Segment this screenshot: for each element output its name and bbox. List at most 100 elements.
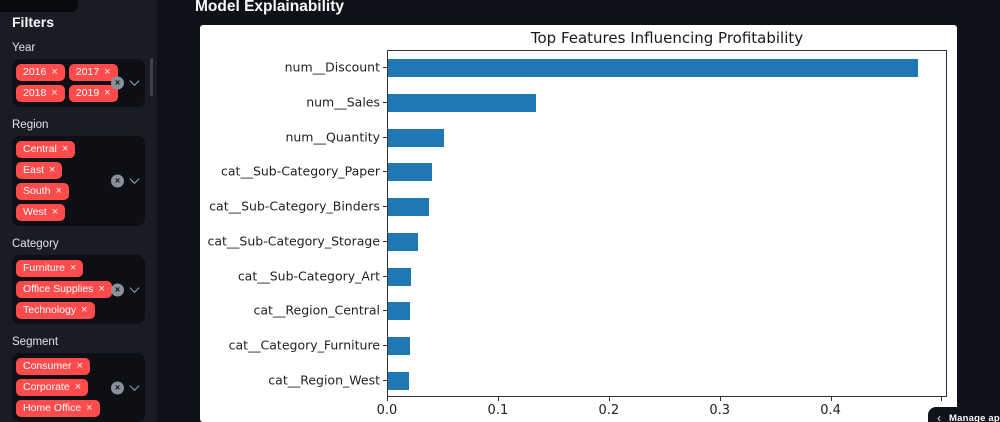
y-tick-label: cat__Region_West <box>268 372 380 388</box>
tag-label: South <box>23 185 51 198</box>
tag-label: Technology <box>23 304 77 317</box>
y-axis-tick <box>383 344 387 346</box>
filter-label-year: Year <box>12 42 36 54</box>
x-axis-tick <box>497 397 499 401</box>
bar-cat__Sub-Category_Art <box>388 267 412 286</box>
top-left-header-patch <box>0 0 78 12</box>
filter-tag: West × <box>16 204 66 221</box>
selected-tags: Central × East × South × West × <box>16 141 118 221</box>
y-axis-tick <box>383 206 387 208</box>
sidebar-scrollbar[interactable] <box>150 58 153 96</box>
remove-tag-icon[interactable]: × <box>61 143 69 155</box>
y-axis-tick <box>383 67 387 69</box>
bar-num__Sales <box>388 94 537 113</box>
y-tick-label: cat__Category_Furniture <box>228 337 380 353</box>
multiselect-category[interactable]: Furniture × Office Supplies × Technology × × <box>12 255 145 324</box>
filter-tag: 2018 × <box>16 85 65 102</box>
x-tick-label: 0.2 <box>598 403 620 418</box>
y-tick-label: num__Quantity <box>285 129 380 145</box>
x-axis-tick <box>719 397 721 401</box>
multiselect-year[interactable]: 2016 × 2017 × 2018 × 2019 × × <box>12 59 145 107</box>
clear-all-icon[interactable]: × <box>111 174 124 188</box>
chevron-down-icon[interactable] <box>129 282 140 293</box>
remove-tag-icon[interactable]: × <box>51 66 58 78</box>
y-axis-labels: num__Discount num__Sales num__Quantity cat_… <box>200 50 381 397</box>
chevron-down-icon[interactable] <box>129 76 140 86</box>
filter-tag: Consumer × <box>16 358 90 375</box>
bar-num__Discount <box>388 59 919 78</box>
x-axis-tick <box>608 397 610 401</box>
manage-app-button[interactable]: ‹ Manage app <box>928 407 1000 422</box>
remove-tag-icon[interactable]: × <box>49 164 56 176</box>
tag-label: Home Office <box>23 402 82 415</box>
chart-title: Top Features Influencing Profitability <box>530 29 804 47</box>
remove-tag-icon[interactable]: × <box>104 87 111 99</box>
remove-tag-icon[interactable]: × <box>98 283 105 295</box>
remove-tag-icon[interactable]: × <box>51 206 59 218</box>
chevron-down-icon[interactable] <box>129 174 140 184</box>
filter-label-segment: Segment <box>12 336 59 348</box>
filter-label-region: Region <box>12 119 49 131</box>
tag-label: West <box>23 206 47 219</box>
clear-all-icon[interactable]: × <box>111 283 124 296</box>
y-tick-label: num__Discount <box>284 59 380 75</box>
bar-cat__Category_Furniture <box>388 336 411 355</box>
filter-tag: Technology × <box>16 302 95 319</box>
y-axis-tick <box>383 102 387 104</box>
remove-tag-icon[interactable]: × <box>86 402 93 414</box>
selected-tags: Furniture × Office Supplies × Technology × <box>16 260 118 319</box>
y-axis-tick <box>383 310 387 312</box>
bar-cat__Region_Central <box>388 302 411 321</box>
multiselect-controls: × <box>111 174 140 188</box>
filter-tag: 2016 × <box>16 64 65 81</box>
sidebar: Filters Year 2016 × 2017 × 2018 × 2019 × × Region C… <box>0 0 157 422</box>
tag-label: 2018 <box>23 87 47 100</box>
page-title: Model Explainability <box>195 0 344 15</box>
remove-tag-icon[interactable]: × <box>81 304 88 316</box>
clear-all-icon[interactable]: × <box>111 76 124 90</box>
tag-label: 2017 <box>75 66 100 79</box>
bar-cat__Sub-Category_Storage <box>388 232 418 251</box>
remove-tag-icon[interactable]: × <box>74 381 82 393</box>
remove-tag-icon[interactable]: × <box>70 262 77 274</box>
filters-title: Filters <box>12 14 55 30</box>
clear-all-icon[interactable]: × <box>111 381 124 394</box>
filter-tag: East × <box>16 162 63 179</box>
x-axis-tick <box>830 397 832 401</box>
y-axis-tick <box>383 275 387 277</box>
y-axis-tick <box>383 171 387 173</box>
bar-cat__Sub-Category_Paper <box>388 163 433 182</box>
multiselect-segment[interactable]: Consumer × Corporate × Home Office × × <box>12 353 145 422</box>
filter-tag: 2019 × <box>68 85 118 102</box>
remove-tag-icon[interactable]: × <box>51 87 58 99</box>
y-axis-tick <box>383 379 387 381</box>
plot-area <box>387 50 947 397</box>
remove-tag-icon[interactable]: × <box>55 185 62 197</box>
filter-groups: Year 2016 × 2017 × 2018 × 2019 × × Region Central × E… <box>12 42 145 422</box>
tag-label: Corporate <box>23 381 70 394</box>
multiselect-controls: × <box>111 76 140 90</box>
tag-label: Office Supplies <box>23 283 94 296</box>
tag-label: Consumer <box>23 360 72 373</box>
y-tick-label: cat__Sub-Category_Binders <box>209 198 380 214</box>
x-tick-label: 0.3 <box>709 403 731 418</box>
x-tick-label: 0.0 <box>376 403 398 418</box>
tag-label: Furniture <box>23 262 66 275</box>
remove-tag-icon[interactable]: × <box>104 66 111 78</box>
y-tick-label: cat__Sub-Category_Storage <box>207 233 381 249</box>
tag-label: Central <box>23 143 57 156</box>
multiselect-controls: × <box>111 282 140 296</box>
remove-tag-icon[interactable]: × <box>76 360 83 372</box>
bar-cat__Sub-Category_Binders <box>388 198 429 217</box>
multiselect-region[interactable]: Central × East × South × West × × <box>12 136 145 226</box>
tag-label: 2016 <box>23 66 47 79</box>
bar-num__Quantity <box>388 128 445 147</box>
chevron-left-icon: ‹ <box>937 411 941 422</box>
y-tick-label: cat__Sub-Category_Art <box>237 268 380 284</box>
y-axis-tick <box>383 240 387 242</box>
manage-app-label: Manage app <box>949 412 1000 422</box>
y-tick-label: cat__Region_Central <box>253 302 381 318</box>
y-tick-label: num__Sales <box>306 94 380 110</box>
filter-tag: Home Office × <box>16 400 100 417</box>
chevron-down-icon[interactable] <box>129 380 140 391</box>
